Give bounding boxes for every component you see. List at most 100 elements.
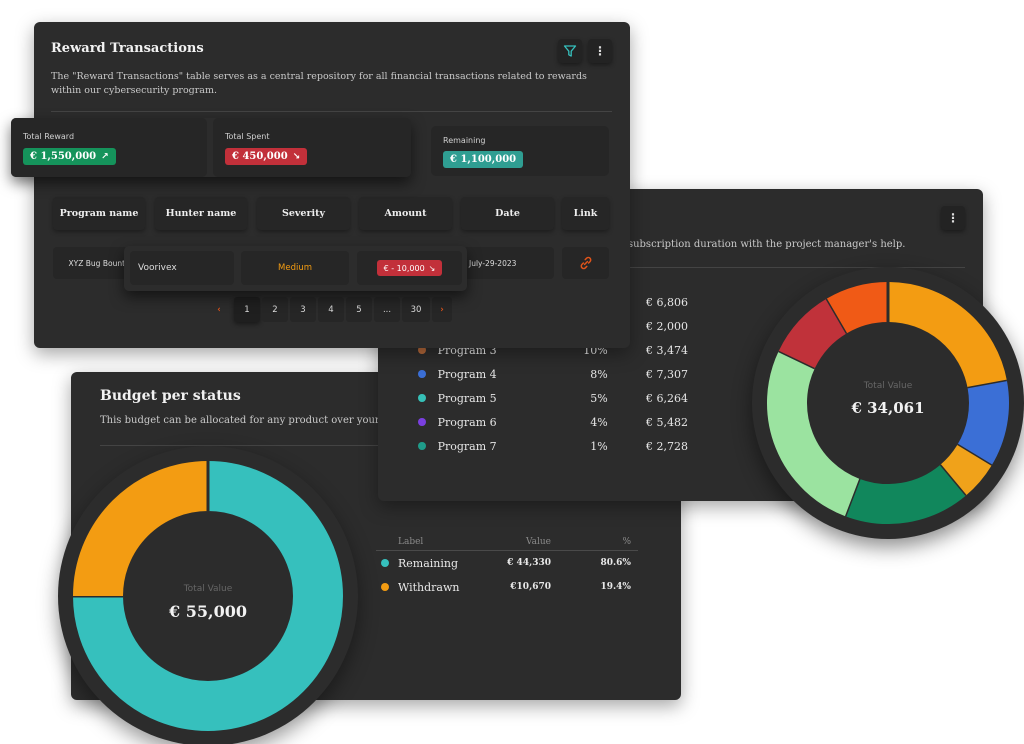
donut-segment[interactable] [826,282,889,334]
donut-center-label: Total Value [863,381,913,391]
next-page-button[interactable]: › [432,297,452,322]
cell-hunter: Voorivex [130,251,234,285]
cell-link [562,247,609,279]
cell-amount: € - 10,000 ↘ [357,251,462,285]
legend-row: Withdrawn €10,670 19.4% [376,575,638,599]
legend-label: Remaining [398,556,459,570]
page-button[interactable]: 30 [402,297,430,322]
donut-center-value: € 34,061 [851,399,925,417]
stat-label: Remaining [443,136,486,145]
program-pct: 8% [590,367,608,381]
program-row: € 6,806 [418,290,688,314]
stat-remaining: Remaining € 1,100,000 [431,126,609,176]
program-value: € 2,000 [646,319,688,333]
column-link[interactable]: Link [562,197,609,230]
programs-donut-svg [767,282,1009,524]
program-dot [418,346,426,354]
programs-description: r subscription duration with the project… [620,239,906,250]
stat-label: Total Spent [225,132,270,141]
prev-page-button[interactable]: ‹ [217,304,221,315]
trend-down-icon: ↘ [428,263,436,273]
program-name: Program 7 [437,439,497,453]
program-value: € 6,264 [646,391,688,405]
divider [100,445,651,446]
donut-segment[interactable] [767,350,860,517]
trend-up-icon: ↗ [101,151,109,162]
filter-button[interactable] [558,39,582,63]
cell-severity: Medium [241,251,349,285]
reward-description: The "Reward Transactions" table serves a… [51,71,587,96]
legend-dot [381,559,389,567]
program-row: Program 6 4% € 5,482 [418,410,688,434]
stat-total-reward: Total Reward € 1,550,000 ↗ [11,118,207,177]
stat-badge: € 450,000 ↘ [225,148,308,165]
filter-icon [563,45,577,57]
stat-group: Total Reward € 1,550,000 ↗ Total Spent €… [11,118,411,177]
page-button[interactable]: 3 [290,297,316,322]
program-value: € 6,806 [646,295,688,309]
program-name: Program 5 [437,391,497,405]
column-date[interactable]: Date [461,197,554,230]
header-label: Label [398,536,424,547]
program-dot [418,370,426,378]
program-pct: 5% [590,391,608,405]
trend-down-icon: ↘ [292,151,301,162]
budget-legend-table: Label Value % Remaining € 44,330 80.6% W… [376,533,638,599]
donut-separator [825,297,849,334]
donut-separator [843,478,861,517]
budget-donut-chart: Total Value € 55,000 [58,446,358,744]
more-options-button[interactable]: ⋮ [941,206,965,230]
donut-center-label: Total Value [183,584,233,594]
donut-separator [778,349,816,370]
stat-label: Total Reward [23,132,75,141]
divider [618,267,965,268]
page-button[interactable]: 2 [262,297,288,322]
program-name: Program 4 [437,367,497,381]
page-ellipsis: ... [374,297,400,322]
donut-center-value: € 55,000 [169,602,247,621]
more-options-button[interactable]: ⋮ [588,39,612,63]
stat-badge: € 1,550,000 ↗ [23,148,116,165]
program-dot [418,394,426,402]
donut-segment[interactable] [778,298,848,369]
legend-label: Withdrawn [398,580,460,594]
column-severity[interactable]: Severity [257,197,350,230]
donut-segment[interactable] [887,282,1008,390]
stat-badge: € 1,100,000 [443,151,524,168]
link-icon[interactable] [578,255,594,271]
budget-donut-svg [73,461,343,731]
divider [51,111,612,112]
legend-dot [381,583,389,591]
budget-title: Budget per status [100,388,241,404]
legend-pct: 80.6% [600,558,631,568]
programs-donut-chart: Total Value € 34,061 [752,267,1024,539]
donut-segment[interactable] [73,461,209,597]
legend-header: Label Value % [376,533,638,551]
program-value: € 3,474 [646,343,688,357]
reward-transactions-card: Reward Transactions ⋮ The "Reward Transa… [34,22,630,348]
donut-segment[interactable] [844,464,966,524]
budget-description: This budget can be allocated for any pro… [100,415,380,426]
column-amount[interactable]: Amount [359,197,452,230]
column-hunter-name[interactable]: Hunter name [155,197,247,230]
donut-segment[interactable] [73,461,343,731]
program-dot [418,418,426,426]
donut-segment[interactable] [939,444,992,496]
program-name: Program 6 [437,415,497,429]
program-pct: 4% [590,415,608,429]
cell-date: July-29-2023 [461,247,554,279]
page-button-active[interactable]: 1 [234,297,260,322]
page-button[interactable]: 4 [318,297,344,322]
program-pct: 1% [590,439,608,453]
legend-value: €10,670 [510,582,551,592]
page-button[interactable]: 5 [346,297,372,322]
donut-segment[interactable] [956,381,1009,466]
legend-row: Remaining € 44,330 80.6% [376,551,638,575]
program-row: Program 7 1% € 2,728 [418,434,688,458]
program-row: Program 5 5% € 6,264 [418,386,688,410]
column-program-name[interactable]: Program name [53,197,145,230]
program-value: € 2,728 [646,439,688,453]
program-dot [418,442,426,450]
stat-total-spent: Total Spent € 450,000 ↘ [213,118,411,177]
program-row: € 2,000 [418,314,688,338]
